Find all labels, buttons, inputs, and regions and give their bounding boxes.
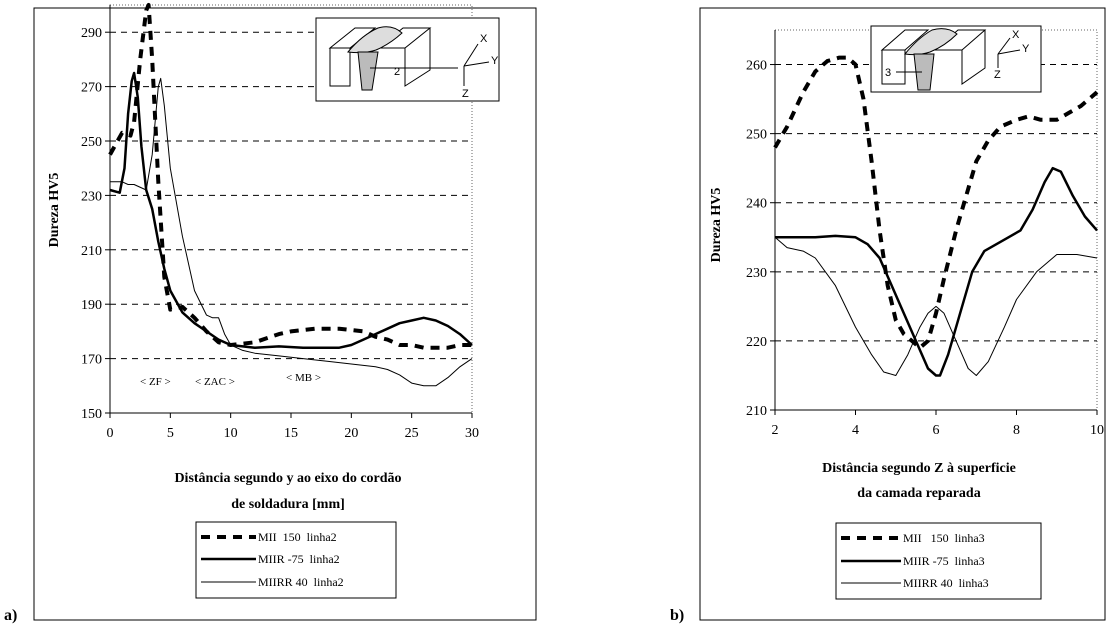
axis-x-label: X <box>1012 29 1020 41</box>
y-tick-label: 220 <box>746 335 767 350</box>
legend-label-miir: MIIR -75 linha3 <box>903 554 985 568</box>
y-tick-label: 170 <box>81 353 102 368</box>
legend-label-miir: MIIR -75 linha2 <box>258 552 340 566</box>
x-tick-label: 15 <box>284 426 298 441</box>
series-line-miir <box>109 71 473 349</box>
y-tick-label: 240 <box>746 197 767 212</box>
panel-b-x-ticks: 2 4 6 8 10 <box>772 410 1104 438</box>
x-tick-label: 10 <box>1090 423 1104 438</box>
inset-frame <box>315 17 500 102</box>
x-tick-label: 0 <box>107 426 114 441</box>
panel-b-y-axis-label: Dureza HV5 <box>709 188 724 263</box>
y-tick-label: 270 <box>81 81 102 96</box>
axis-y-arrow <box>463 61 490 67</box>
x-tick-label: 8 <box>1013 423 1020 438</box>
x-tick-label: 10 <box>224 426 238 441</box>
x-tick-label: 20 <box>344 426 358 441</box>
legend-label-miirr: MIIRR 40 linha2 <box>258 575 344 589</box>
axis-x-arrow <box>997 37 1011 55</box>
plate-left-sketch <box>880 29 930 85</box>
panel-b-label: b) <box>670 607 684 624</box>
axis-x-label: X <box>480 33 488 45</box>
legend-label-mii: MII 150 linha3 <box>903 531 985 545</box>
y-tick-label: 290 <box>81 26 102 41</box>
inset-line-number: 3 <box>885 67 891 79</box>
panel-a-gridlines <box>110 31 472 360</box>
panel-b-frame <box>699 7 1106 621</box>
panel-b-legend: MII 150 linha3 MIIR -75 linha3 MIIRR 40 … <box>835 522 1042 600</box>
x-tick-label: 4 <box>852 423 859 438</box>
legend-label-mii: MII 150 linha2 <box>258 530 337 544</box>
series-line-miir <box>775 166 1098 377</box>
y-tick-label: 250 <box>746 128 767 143</box>
panel-a-x-axis-label-line2: de soldadura [mm] <box>231 497 345 512</box>
x-tick-label: 30 <box>465 426 479 441</box>
x-tick-label: 2 <box>772 423 779 438</box>
y-tick-label: 230 <box>746 266 767 281</box>
series-line-miirr <box>110 77 473 387</box>
panel-a-x-ticks: 0 5 10 15 20 25 30 <box>107 413 479 441</box>
inset-frame <box>870 25 1042 93</box>
x-tick-label: 5 <box>167 426 174 441</box>
zone-label-zf: < ZF > <box>140 376 171 388</box>
y-tick-label: 210 <box>746 404 767 419</box>
y-tick-label: 260 <box>746 59 767 74</box>
panel-b-x-axis-label-line2: da camada reparada <box>857 486 980 501</box>
x-tick-label: 6 <box>933 423 940 438</box>
panel-b-series <box>773 55 1099 377</box>
panel-a-x-axis-label-line1: Distância segundo y ao eixo do cordão <box>174 471 401 486</box>
panel-b-y-ticks: 210 220 230 240 250 260 <box>746 59 775 419</box>
axis-y-arrow <box>997 49 1021 55</box>
panel-a-frame <box>33 7 537 621</box>
axis-y-label: Y <box>491 55 499 67</box>
panel-a-weld-sketch-inset: 2 X Y Z <box>315 17 500 102</box>
y-tick-label: 250 <box>81 135 102 150</box>
y-tick-label: 230 <box>81 189 102 204</box>
axis-y-label: Y <box>1022 43 1030 55</box>
axis-z-label: Z <box>994 69 1001 81</box>
x-tick-label: 25 <box>405 426 419 441</box>
zone-label-mb: < MB > <box>286 372 321 384</box>
zone-label-zac: < ZAC > <box>195 376 235 388</box>
panel-a-legend: MII 150 linha2 MIIR -75 linha2 MIIRR 40 … <box>195 521 397 599</box>
y-tick-label: 150 <box>81 407 102 422</box>
inset-line-number: 2 <box>394 66 400 78</box>
y-tick-label: 210 <box>81 244 102 259</box>
panel-b-weld-sketch-inset: 3 X Y Z <box>870 25 1042 93</box>
axis-z-label: Z <box>462 88 469 100</box>
panel-b-gridlines <box>775 64 1097 342</box>
weld-root-sketch <box>913 53 935 91</box>
panel-a-y-axis-label: Dureza HV5 <box>47 173 62 248</box>
panel-a-y-ticks: 150 170 190 210 230 250 270 290 <box>81 26 110 422</box>
plate-left-sketch <box>328 27 377 87</box>
panel-a-series <box>108 3 473 387</box>
panel-b-x-axis-label-line1: Distância segundo Z à superficie <box>822 461 1016 476</box>
weld-root-sketch <box>357 51 379 91</box>
panel-a-label: a) <box>4 607 17 624</box>
series-line-mii <box>773 55 1099 350</box>
panel-a: a) 150 170 190 210 230 250 270 290 0 5 10 15 20 25 30… <box>4 3 537 624</box>
y-tick-label: 190 <box>81 298 102 313</box>
legend-label-miirr: MIIRR 40 linha3 <box>903 576 989 590</box>
series-line-miirr <box>774 236 1098 376</box>
axis-x-arrow <box>463 43 479 67</box>
